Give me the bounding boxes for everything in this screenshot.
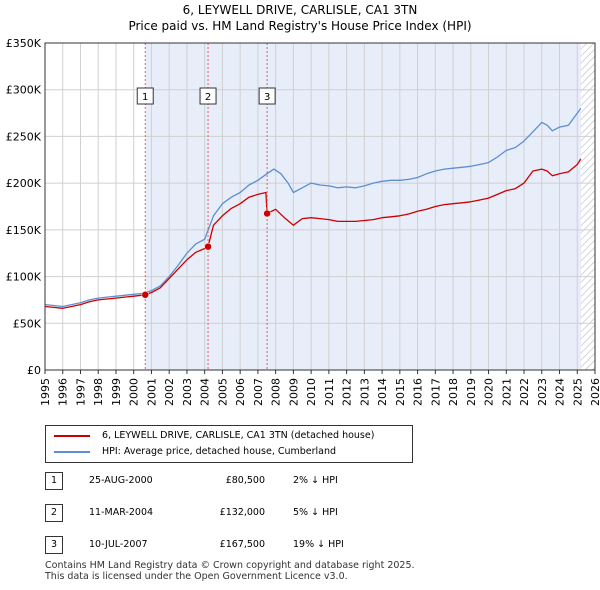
x-tick-label: 2004 — [199, 378, 212, 406]
y-tick-label: £150K — [6, 224, 42, 237]
sale-price: £132,000 — [219, 507, 265, 518]
sale-hpi-diff: 5% ↓ HPI — [293, 507, 338, 518]
x-tick-label: 2023 — [536, 378, 549, 406]
x-tick-label: 2007 — [252, 378, 265, 406]
legend-label-property: 6, LEYWELL DRIVE, CARLISLE, CA1 3TN (det… — [102, 430, 375, 441]
y-tick-label: £0 — [27, 364, 41, 377]
sale-number: 2 — [45, 504, 63, 522]
title-line-1: 6, LEYWELL DRIVE, CARLISLE, CA1 3TN — [182, 3, 418, 17]
sale-hpi-diff: 19% ↓ HPI — [293, 539, 344, 550]
x-tick-label: 2024 — [554, 378, 567, 406]
x-tick-label: 2018 — [447, 378, 460, 406]
sale-number: 3 — [45, 536, 63, 554]
hpi-line — [44, 108, 582, 308]
x-tick-label: 2003 — [181, 378, 194, 406]
x-tick-label: 2017 — [429, 378, 442, 406]
sale-row: 3 10-JUL-2007 £167,500 19% ↓ HPI — [45, 536, 425, 554]
y-tick-label: £350K — [6, 37, 42, 50]
ownership-shaded-band — [145, 43, 581, 370]
sale-row: 1 25-AUG-2000 £80,500 2% ↓ HPI — [45, 472, 425, 490]
y-tick-label: £50K — [13, 317, 42, 330]
x-tick-label: 2006 — [234, 378, 247, 406]
y-tick-label: £300K — [6, 84, 42, 97]
x-tick-label: 2000 — [128, 378, 141, 406]
x-tick-label: 2015 — [394, 378, 407, 406]
x-tick-label: 2002 — [163, 378, 176, 406]
sale-number: 1 — [45, 472, 63, 490]
x-tick-label: 1999 — [110, 378, 123, 406]
legend-item-property: 6, LEYWELL DRIVE, CARLISLE, CA1 3TN (det… — [54, 428, 374, 444]
footer-line-1: Contains HM Land Registry data © Crown c… — [45, 560, 415, 571]
sale-marker-label: 1 — [142, 92, 148, 103]
x-tick-label: 2021 — [500, 378, 513, 406]
x-tick-label: 2026 — [589, 378, 600, 406]
legend-item-hpi: HPI: Average price, detached house, Cumb… — [54, 444, 336, 460]
sale-point — [263, 209, 271, 218]
x-tick-label: 2020 — [483, 378, 496, 406]
title-line-2: Price paid vs. HM Land Registry's House … — [128, 19, 472, 33]
legend-swatch-property — [54, 434, 90, 437]
sale-marker-label-box — [258, 87, 276, 105]
sale-row: 2 11-MAR-2004 £132,000 5% ↓ HPI — [45, 504, 425, 522]
x-tick-label: 2008 — [270, 378, 283, 406]
x-tick-label: 2009 — [287, 378, 300, 406]
x-tick-label: 2013 — [358, 378, 371, 406]
x-tick-label: 1996 — [57, 378, 70, 406]
chart: 1 2 3 £0 £50K £100K £150K £200K £250K £300K £350K… — [6, 37, 600, 406]
legend-swatch-hpi — [54, 450, 90, 453]
sale-date: 25-AUG-2000 — [89, 475, 153, 486]
sale-marker-label-box — [199, 87, 217, 105]
x-tick-label: 2005 — [216, 378, 229, 406]
x-tick-label: 1995 — [39, 378, 52, 406]
y-tick-label: £100K — [6, 271, 42, 284]
x-tick-label: 2025 — [571, 378, 584, 406]
footer: Contains HM Land Registry data © Crown c… — [45, 560, 415, 582]
x-tick-label: 1998 — [92, 378, 105, 406]
sale-date: 11-MAR-2004 — [89, 507, 154, 518]
sale-price: £80,500 — [225, 475, 265, 486]
x-tick-label: 1997 — [74, 378, 87, 406]
legend: 6, LEYWELL DRIVE, CARLISLE, CA1 3TN (det… — [45, 425, 413, 463]
x-tick-label: 2001 — [145, 378, 158, 406]
chart-title: 6, LEYWELL DRIVE, CARLISLE, CA1 3TN Pric… — [0, 2, 600, 34]
y-tick-label: £200K — [6, 177, 42, 190]
future-hatched-region — [580, 43, 595, 370]
x-tick-label: 2010 — [305, 378, 318, 406]
sale-date: 10-JUL-2007 — [89, 539, 148, 550]
footer-line-2: This data is licensed under the Open Gov… — [45, 571, 348, 582]
x-tick-label: 2016 — [412, 378, 425, 406]
sale-hpi-diff: 2% ↓ HPI — [293, 475, 338, 486]
x-tick-label: 2019 — [465, 378, 478, 406]
x-tick-label: 2014 — [376, 378, 389, 406]
x-tick-label: 2011 — [323, 378, 336, 406]
legend-label-hpi: HPI: Average price, detached house, Cumb… — [102, 446, 337, 457]
y-tick-label: £250K — [6, 130, 42, 143]
sale-price: £167,500 — [219, 539, 265, 550]
x-tick-label: 2012 — [341, 378, 354, 406]
sale-point — [204, 242, 212, 251]
plot-frame — [44, 42, 596, 371]
sale-marker-label-box — [136, 87, 154, 105]
sale-point — [141, 291, 149, 299]
sale-marker-label: 2 — [205, 92, 211, 103]
x-tick-label: 2022 — [518, 378, 531, 406]
sale-marker-label: 3 — [264, 92, 270, 103]
property-price-line — [44, 158, 582, 309]
